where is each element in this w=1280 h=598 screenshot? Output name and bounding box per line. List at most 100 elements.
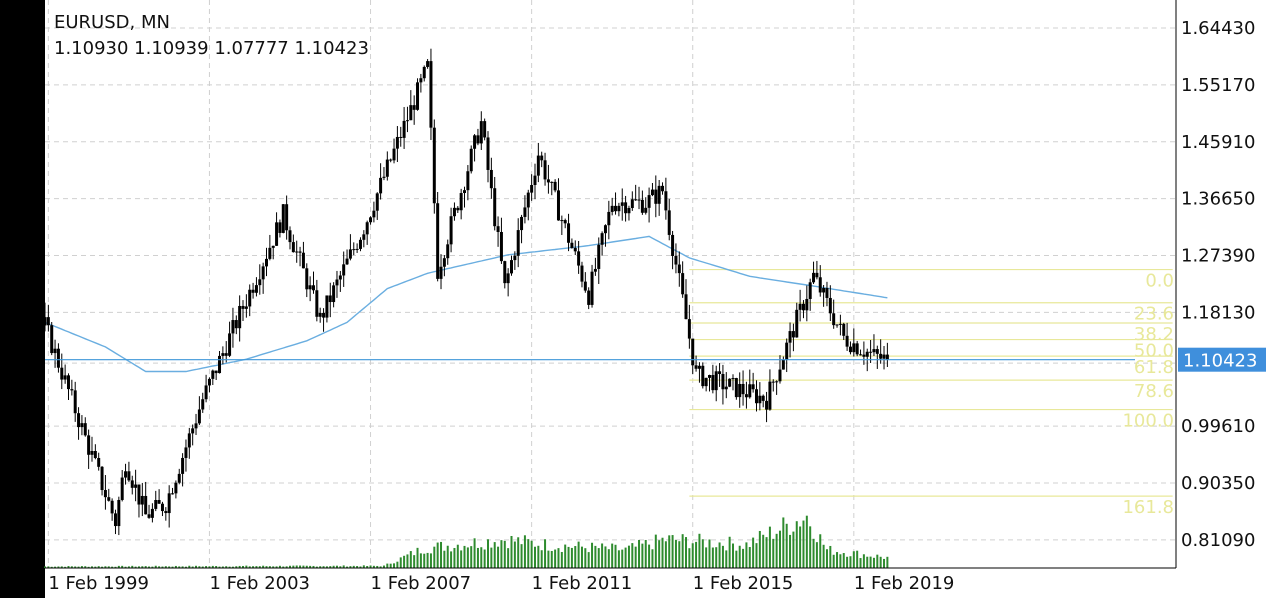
candle-body [489,169,493,189]
volume-bar [738,545,741,568]
volume-bar [487,539,490,568]
volume-bar [413,555,416,568]
volume-bar [648,544,651,568]
volume-bar [520,544,523,568]
volume-bar [305,565,308,568]
volume-bar [329,566,332,568]
volume-bar [201,566,204,568]
candle-body [244,306,248,309]
volume-bar [426,552,429,568]
candle-body [150,508,154,518]
candle-body [412,105,416,110]
candle-body [130,480,134,488]
candle-body [758,395,762,404]
candle-body [859,354,863,356]
candle-body [509,260,513,274]
volume-bar [611,543,614,568]
candle-body [140,495,144,505]
volume-bar [195,565,198,568]
volume-bar [299,565,302,568]
candle-body [785,342,789,360]
volume-bar [819,534,822,568]
candle-body [154,500,158,509]
volume-bar [44,566,46,568]
volume-bar [849,556,852,568]
volume-bar [829,545,832,568]
volume-bar [715,547,718,568]
volume-bar [705,547,708,568]
candle-body [439,266,443,279]
volume-bar [685,537,688,568]
volume-bar [503,540,506,568]
candle-body [845,335,849,347]
candle-body [231,320,235,334]
candle-body [194,423,198,429]
volume-bar [399,557,402,568]
candle-body [543,160,547,180]
volume-bar [591,542,594,568]
volume-bar [846,556,849,568]
volume-bar [362,565,365,568]
volume-bar [97,566,100,568]
volume-bar [114,566,117,568]
volume-bar [215,566,218,568]
candle-body [798,303,802,310]
candle-body [677,264,681,274]
volume-bar [752,537,755,568]
candle-body [879,353,883,359]
volume-bar [325,566,328,568]
candle-body [825,288,829,298]
candle-body [466,171,470,191]
volume-bar [292,565,295,568]
volume-bar [537,545,540,568]
candle-body [885,354,889,360]
candle-body [617,205,621,212]
candle-body [419,78,423,83]
candle-body [137,484,141,505]
candle-body [315,290,319,317]
candle-body [778,369,782,382]
volume-bar [255,566,258,568]
volume-bar [309,565,312,568]
candle-body [258,279,262,286]
volume-bar [127,566,130,568]
volume-bar [242,565,245,568]
volume-bar [547,550,550,568]
volume-bar [470,546,473,568]
candle-body [238,305,242,329]
candle-body [731,378,735,380]
candle-body [610,205,614,212]
volume-bar [262,565,265,568]
candle-body [701,365,705,387]
volume-bar [493,542,496,568]
candle-body [103,490,107,498]
candle-body [120,477,124,500]
volume-bar [742,548,745,568]
volume-bar [302,565,305,568]
volume-bar [60,566,63,568]
price-tick-label: 0.99610 [1181,416,1255,437]
volume-bar [695,541,698,568]
volume-bar [137,566,140,568]
volume-bar [258,566,261,568]
volume-bar [621,549,624,568]
volume-bar [295,565,298,568]
volume-bar [721,545,724,568]
volume-bar [382,565,385,568]
volume-bar [708,539,711,568]
candle-body [63,375,67,380]
plot-background [45,0,1176,568]
volume-bar [356,566,359,568]
candle-body [325,295,329,318]
volume-bar [366,565,369,568]
candle-body [375,193,379,211]
candle-body [174,482,178,494]
volume-bar [134,566,137,568]
volume-bar [473,538,476,568]
volume-bar [450,551,453,568]
volume-bar [725,550,728,568]
candle-body [741,383,745,395]
volume-bar [84,566,87,568]
